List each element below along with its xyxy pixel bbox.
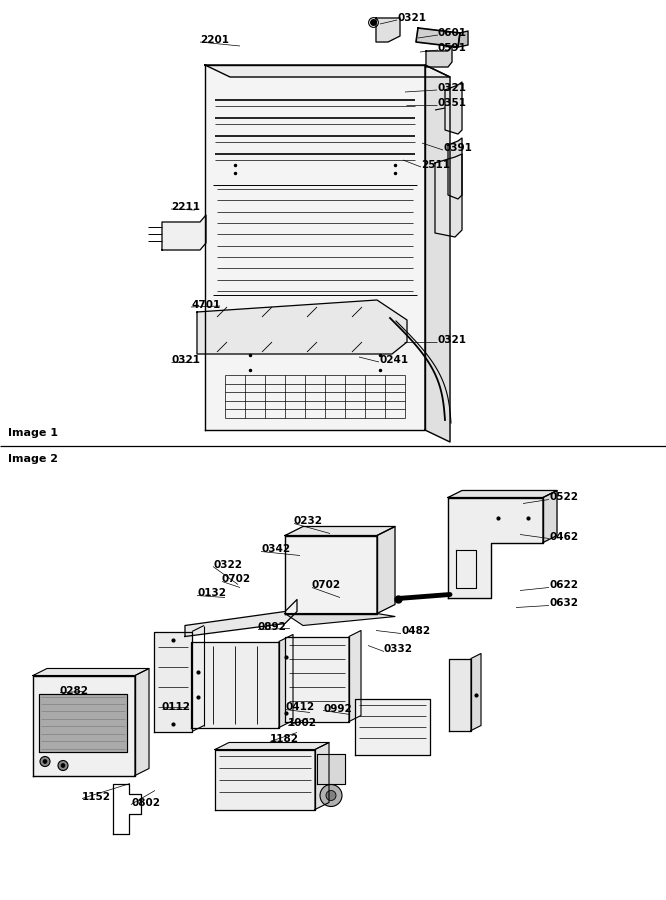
Text: 1182: 1182 (270, 734, 299, 744)
Polygon shape (435, 154, 462, 237)
Text: 0232: 0232 (294, 517, 323, 526)
Text: 0112: 0112 (162, 701, 191, 712)
Polygon shape (285, 636, 349, 722)
Text: 0241: 0241 (379, 355, 408, 365)
Polygon shape (33, 676, 135, 776)
Polygon shape (185, 599, 297, 636)
Text: 1002: 1002 (288, 718, 317, 728)
Polygon shape (205, 65, 450, 77)
Polygon shape (416, 28, 460, 47)
Polygon shape (285, 614, 395, 626)
Text: 0992: 0992 (323, 704, 352, 714)
Polygon shape (215, 750, 315, 809)
Polygon shape (279, 634, 293, 727)
Text: 0482: 0482 (401, 626, 430, 636)
Text: 0322: 0322 (213, 560, 242, 570)
Polygon shape (543, 491, 557, 543)
Text: 0321: 0321 (437, 335, 466, 345)
Polygon shape (205, 65, 425, 430)
Polygon shape (445, 82, 462, 134)
Text: 0321: 0321 (397, 13, 426, 23)
Text: 0601: 0601 (438, 28, 467, 38)
Text: 0462: 0462 (549, 532, 578, 542)
Polygon shape (315, 742, 329, 809)
Circle shape (58, 760, 68, 770)
Polygon shape (33, 669, 149, 676)
Polygon shape (162, 215, 206, 250)
Text: 0702: 0702 (222, 574, 251, 584)
Text: 0282: 0282 (60, 686, 89, 696)
Text: 0622: 0622 (549, 580, 578, 590)
Polygon shape (215, 742, 329, 750)
Polygon shape (376, 18, 400, 42)
Text: Image 1: Image 1 (8, 428, 58, 437)
Text: 0332: 0332 (384, 644, 413, 654)
Circle shape (43, 760, 47, 763)
Polygon shape (349, 631, 361, 722)
Polygon shape (448, 138, 462, 199)
Polygon shape (191, 642, 279, 727)
Polygon shape (449, 659, 471, 731)
Polygon shape (458, 31, 468, 47)
Text: 2211: 2211 (171, 202, 200, 212)
Polygon shape (154, 632, 192, 732)
Text: 0342: 0342 (261, 544, 290, 554)
Text: 0351: 0351 (437, 98, 466, 108)
Text: 0632: 0632 (549, 598, 578, 608)
Text: 0702: 0702 (312, 580, 341, 590)
Text: 0412: 0412 (285, 703, 314, 713)
Text: 0391: 0391 (443, 143, 472, 153)
Text: 0321: 0321 (437, 83, 466, 93)
Polygon shape (285, 526, 395, 536)
Circle shape (326, 790, 336, 800)
Text: Image 2: Image 2 (8, 454, 58, 464)
Polygon shape (317, 753, 345, 784)
Polygon shape (425, 65, 450, 442)
Text: 2201: 2201 (200, 35, 229, 45)
Text: 0522: 0522 (549, 492, 578, 502)
Polygon shape (471, 653, 481, 731)
Polygon shape (426, 46, 452, 67)
Polygon shape (448, 491, 557, 498)
Polygon shape (355, 698, 430, 754)
Circle shape (61, 763, 65, 768)
Text: 0321: 0321 (171, 355, 200, 365)
Polygon shape (39, 694, 127, 751)
Circle shape (320, 785, 342, 806)
Text: 0132: 0132 (197, 589, 226, 598)
Text: 0892: 0892 (258, 623, 287, 633)
Text: 0802: 0802 (131, 797, 160, 807)
Circle shape (40, 757, 50, 767)
Text: 4701: 4701 (191, 300, 220, 310)
Text: 2511: 2511 (421, 160, 450, 170)
Polygon shape (135, 669, 149, 776)
Text: 0591: 0591 (438, 43, 467, 53)
Polygon shape (377, 526, 395, 614)
Text: 1152: 1152 (82, 791, 111, 802)
Polygon shape (448, 498, 543, 598)
Polygon shape (285, 536, 377, 614)
Polygon shape (197, 300, 407, 354)
